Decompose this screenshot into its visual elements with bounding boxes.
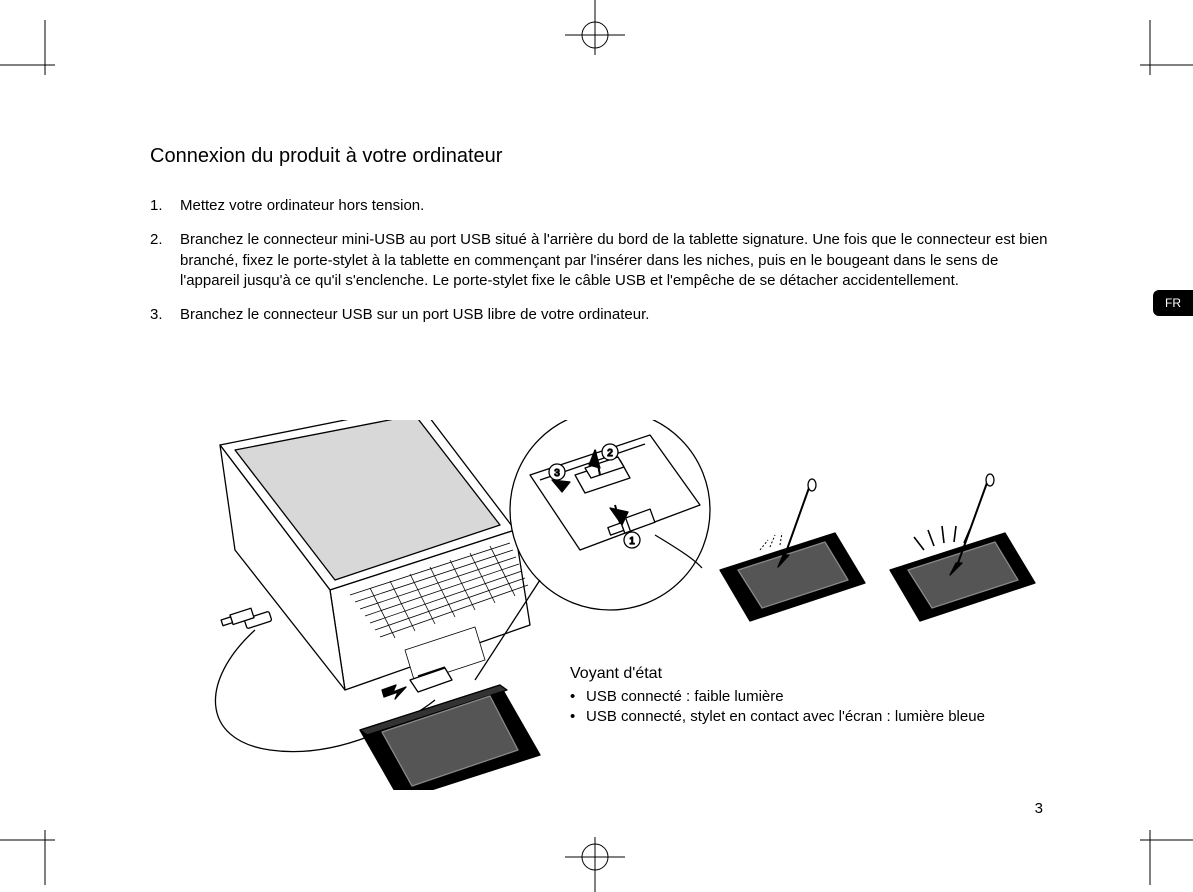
tablet-contact-state: [890, 474, 1035, 621]
crop-mark-top-left: [0, 20, 90, 110]
instruction-step: Branchez le connecteur mini-USB au port …: [150, 230, 1050, 291]
callout-1: 1: [629, 536, 635, 547]
instruction-step: Mettez votre ordinateur hors tension.: [150, 196, 1050, 216]
callout-3: 3: [554, 468, 560, 479]
crop-mark-bottom-left: [0, 795, 90, 885]
crop-mark-bottom-center: [545, 832, 645, 892]
tablet-hover-state: [720, 479, 865, 621]
tablet-illustration: [360, 685, 540, 790]
status-item: USB connecté : faible lumière: [570, 687, 1090, 707]
language-tab: FR: [1153, 290, 1193, 316]
status-item: USB connecté, stylet en contact avec l'é…: [570, 707, 1090, 727]
status-title: Voyant d'état: [570, 665, 1090, 683]
page-content: Connexion du produit à votre ordinateur …: [150, 145, 1050, 339]
crop-mark-top-center: [545, 0, 645, 60]
instruction-list: Mettez votre ordinateur hors tension. Br…: [150, 196, 1050, 325]
laptop-illustration: [220, 420, 530, 690]
callout-2: 2: [607, 448, 613, 459]
connection-diagram: 1 2 3: [180, 420, 1050, 790]
crop-mark-top-right: [1105, 20, 1193, 110]
status-legend: Voyant d'état USB connecté : faible lumi…: [570, 665, 1090, 728]
page-title: Connexion du produit à votre ordinateur: [150, 145, 1050, 168]
instruction-step: Branchez le connecteur USB sur un port U…: [150, 305, 1050, 325]
crop-mark-bottom-right: [1105, 795, 1193, 885]
page-number: 3: [1035, 800, 1043, 817]
